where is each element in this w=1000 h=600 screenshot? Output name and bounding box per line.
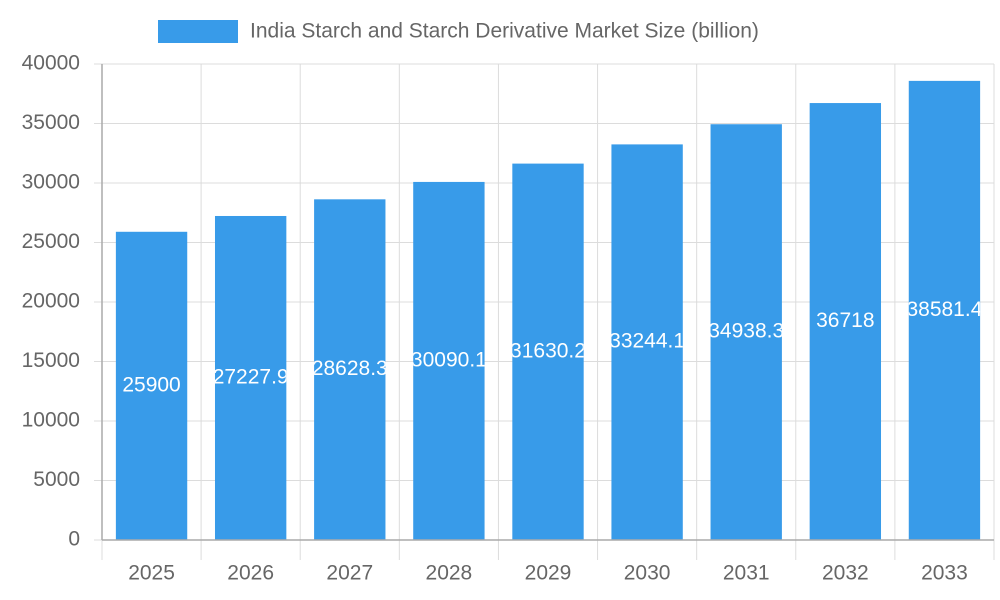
value-label: 38581.4 [906,298,982,321]
bar [809,103,882,541]
value-label: 27227.9 [213,366,289,389]
x-tick-label: 2026 [227,562,274,585]
legend-swatch [158,20,238,43]
value-label: 28628.3 [312,357,388,380]
value-label: 31630.2 [510,339,586,362]
y-tick-label: 40000 [22,52,80,75]
bar [512,163,584,540]
bar [710,124,782,541]
y-tick-label: 25000 [22,230,80,253]
value-label: 34938.3 [708,320,784,343]
bar [115,231,188,541]
y-tick-label: 0 [68,528,80,551]
value-label: 33244.1 [609,330,685,353]
x-tick-label: 2027 [326,562,373,585]
y-tick-label: 20000 [22,290,80,313]
x-tick-label: 2028 [426,562,473,585]
bar [611,144,683,540]
x-tick-label: 2031 [723,562,770,585]
x-tick-label: 2030 [624,562,671,585]
legend-label: India Starch and Starch Derivative Marke… [250,20,759,43]
y-tick-label: 5000 [33,468,80,491]
bar [413,181,485,541]
x-tick-label: 2025 [128,562,175,585]
bar [214,215,287,541]
y-tick-label: 30000 [22,171,80,194]
y-tick-label: 35000 [22,111,80,134]
x-tick-label: 2033 [921,562,968,585]
y-tick-label: 15000 [22,349,80,372]
value-label: 36718 [816,309,874,332]
x-tick-label: 2029 [525,562,572,585]
x-tick-label: 2032 [822,562,869,585]
value-label: 30090.1 [411,349,487,372]
bar [908,80,981,540]
y-tick-label: 10000 [22,409,80,432]
value-label: 25900 [122,373,180,396]
bar [314,199,386,540]
